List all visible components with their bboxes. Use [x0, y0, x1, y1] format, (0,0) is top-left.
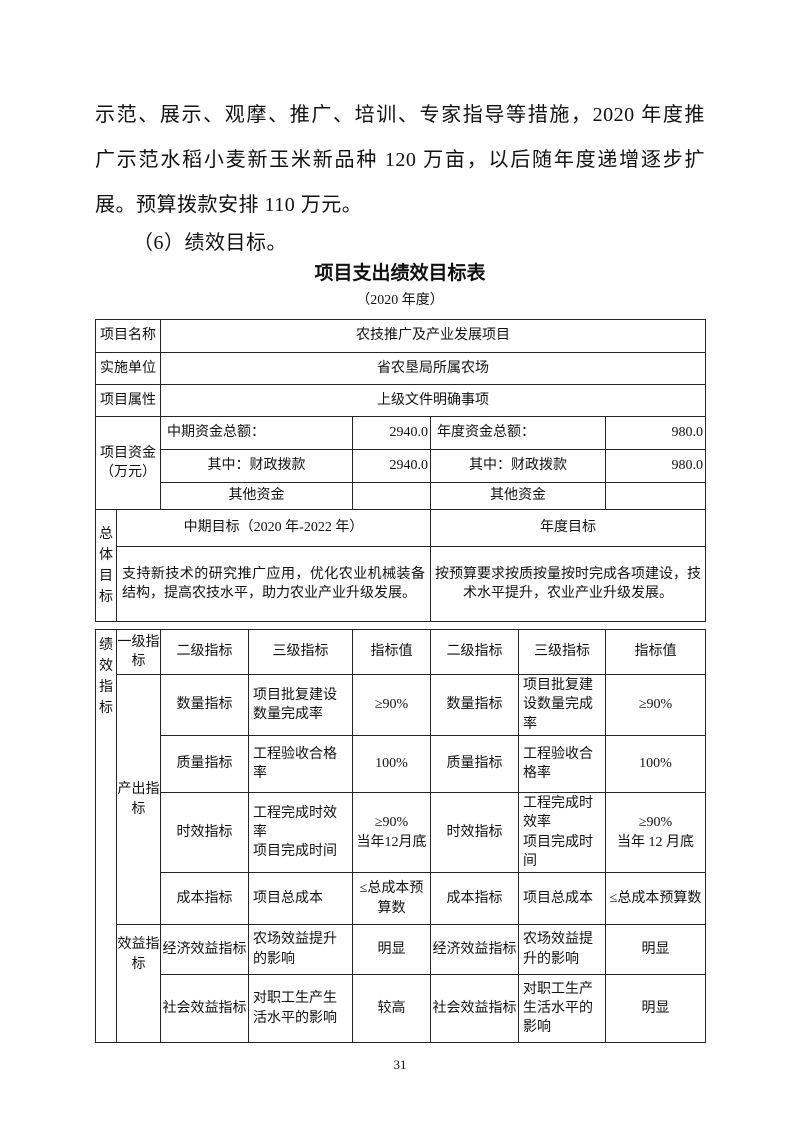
- level3-cell-annual: 工程验收合格率: [518, 734, 606, 793]
- level3-cell-annual: 工程完成时效率 项目完成时间: [518, 791, 606, 874]
- mid-goal-text-cell: 支持新技术的研究推广应用，优化农业机械装备结构，提高农技水平，助力农业产业升级发…: [116, 546, 431, 622]
- level3-cell-annual: 项目批复建设数量完成率: [518, 674, 606, 736]
- mid-goal-header-cell: 中期目标（2020 年-2022 年）: [116, 509, 431, 547]
- perf-section-label: 绩效指标: [99, 638, 113, 716]
- body-line: 展。预算拨款安排 110 万元。: [95, 194, 363, 216]
- value-cell-annual: ≥90%: [605, 674, 706, 736]
- annual-other-label-cell: 其他资金: [430, 482, 606, 510]
- level3-cell: 对职工生产生活水平的影响: [248, 974, 353, 1044]
- mid-other-label-cell: 其他资金: [160, 482, 353, 510]
- annual-other-value-cell: [604, 482, 707, 510]
- implement-unit-value-cell: 省农垦局所属农场: [159, 352, 707, 385]
- level2-cell: 数量指标: [160, 674, 249, 736]
- mid-total-value-cell: 2940.0: [352, 416, 431, 450]
- level3-cell: 农场效益提升的影响: [248, 924, 353, 976]
- level3-cell-annual: 项目总成本: [518, 872, 606, 926]
- mid-total-label-cell: 中期资金总额：: [160, 416, 353, 450]
- level2-cell-annual: 时效指标: [430, 791, 519, 874]
- performance-indicator-table: 绩效指标 一级指标 二级指标 三级指标 指标值 二级指标 三级指标 指标值 产出…: [95, 628, 706, 1044]
- value-header-cell-annual: 指标值: [605, 629, 706, 675]
- annual-fiscal-label-cell: 其中：财政拨款: [430, 449, 606, 483]
- mid-other-value-cell: [352, 482, 431, 510]
- overall-goal-label: 总体目标: [99, 526, 113, 605]
- level2-cell-annual: 质量指标: [430, 734, 519, 793]
- level2-cell: 成本指标: [160, 872, 249, 926]
- table-subtitle: （2020 年度）: [356, 293, 444, 308]
- level3-cell-annual: 农场效益提升的影响: [518, 924, 606, 976]
- body-line-item-6: （6）绩效目标。: [133, 232, 287, 254]
- body-line: 示范、展示、观摩、推广、培训、专家指导等措施，2020 年度推: [95, 104, 705, 126]
- overall-goal-label-cell: 总体目标: [95, 509, 117, 622]
- perf-section-label-cell: 绩效指标: [95, 628, 117, 1044]
- perf-row: 效益指标 经济效益指标 农场效益提升的影响 明显 经济效益指标 农场效益提升的影…: [96, 924, 706, 1044]
- perf-row: 社会效益指标 对职工生产生活水平的影响 较高 社会效益指标 对职工生产生活水平的…: [96, 974, 706, 1044]
- value-cell: 明显: [352, 924, 431, 976]
- value-header-cell: 指标值: [352, 629, 431, 675]
- value-cell-annual: ≤总成本预算数: [605, 872, 706, 926]
- perf-row: 产出指标 数量指标 项目批复建设数量完成率 ≥90% 数量指标 项目批复建设数量…: [96, 673, 706, 926]
- perf-row: 成本指标 项目总成本 ≤总成本预算数 成本指标 项目总成本 ≤总成本预算数: [96, 872, 706, 926]
- body-line: 广示范水稻小麦新玉米新品种 120 万亩，以后随年度递增逐步扩: [95, 149, 705, 171]
- level3-header-cell: 三级指标: [248, 629, 353, 675]
- table-row: 项目资金 （万元） 中期资金总额： 2940.0 年度资金总额： 980.0: [95, 416, 707, 510]
- level2-cell: 经济效益指标: [160, 924, 249, 976]
- mid-fiscal-label-cell: 其中：财政拨款: [160, 449, 353, 483]
- project-name-label-cell: 项目名称: [95, 319, 161, 353]
- table-row: 总体目标 中期目标（2020 年-2022 年） 年度目标: [95, 509, 707, 622]
- document-page: 示范、展示、观摩、推广、培训、专家指导等措施，2020 年度推 广示范水稻小麦新…: [95, 0, 707, 1073]
- project-name-value-cell: 农技推广及产业发展项目: [159, 319, 707, 353]
- table-title: 项目支出绩效目标表: [314, 263, 486, 284]
- project-info-table: 项目名称 农技推广及产业发展项目 实施单位 省农垦局所属农场 项目属性 上级文件…: [95, 319, 707, 622]
- level2-cell-annual: 经济效益指标: [430, 924, 519, 976]
- mid-fiscal-value-cell: 2940.0: [352, 449, 431, 483]
- value-cell-annual: 明显: [605, 974, 706, 1044]
- level3-cell: 项目总成本: [248, 872, 353, 926]
- value-cell: ≤总成本预算数: [352, 872, 431, 926]
- perf-row: 时效指标 工程完成时效率 项目完成时间 ≥90% 当年12月底 时效指标 工程完…: [96, 791, 706, 874]
- level2-cell-annual: 社会效益指标: [430, 974, 519, 1044]
- level3-cell: 工程完成时效率 项目完成时间: [248, 791, 353, 874]
- level1-header-cell: 一级指标: [116, 629, 161, 675]
- value-cell-annual: 明显: [605, 924, 706, 976]
- output-group-cell: 产出指标: [116, 673, 161, 926]
- page-number: 31: [393, 1057, 407, 1073]
- level3-cell: 工程验收合格率: [248, 734, 353, 793]
- table-row: 支持新技术的研究推广应用，优化农业机械装备结构，提高农技水平，助力农业产业升级发…: [96, 546, 707, 622]
- annual-fiscal-value-cell: 980.0: [604, 449, 707, 483]
- value-cell-annual: 100%: [605, 734, 706, 793]
- body-paragraph: 示范、展示、观摩、推广、培训、专家指导等措施，2020 年度推 广示范水稻小麦新…: [95, 0, 705, 262]
- value-cell: 100%: [352, 734, 431, 793]
- perf-row: 质量指标 工程验收合格率 100% 质量指标 工程验收合格率 100%: [96, 734, 706, 793]
- level2-cell: 质量指标: [160, 734, 249, 793]
- table-row: 项目属性 上级文件明确事项: [95, 384, 707, 417]
- perf-header-row: 绩效指标 一级指标 二级指标 三级指标 指标值 二级指标 三级指标 指标值: [95, 628, 706, 1044]
- level2-header-cell-annual: 二级指标: [430, 629, 519, 675]
- project-attribute-label-cell: 项目属性: [95, 384, 161, 417]
- table-row: 其中：财政拨款 2940.0 其中：财政拨款 980.0: [96, 449, 707, 483]
- level2-cell-annual: 成本指标: [430, 872, 519, 926]
- annual-goal-text-cell: 按预算要求按质按量按时完成各项建设，技术水平提升，农业产业升级发展。: [429, 546, 707, 622]
- implement-unit-label-cell: 实施单位: [95, 352, 161, 385]
- level3-cell: 项目批复建设数量完成率: [248, 674, 353, 736]
- level2-cell: 社会效益指标: [160, 974, 249, 1044]
- value-cell: 较高: [352, 974, 431, 1044]
- project-attribute-value-cell: 上级文件明确事项: [159, 384, 707, 417]
- level3-cell-annual: 对职工生产生活水平的影响: [518, 974, 606, 1044]
- annual-goal-header-cell: 年度目标: [429, 509, 707, 547]
- annual-total-label-cell: 年度资金总额：: [430, 416, 606, 450]
- annual-total-value-cell: 980.0: [604, 416, 707, 450]
- table-row: 项目名称 农技推广及产业发展项目: [95, 319, 707, 353]
- level2-cell-annual: 数量指标: [430, 674, 519, 736]
- value-cell-annual: ≥90% 当年 12 月底: [605, 791, 706, 874]
- value-cell: ≥90%: [352, 674, 431, 736]
- benefit-group-cell: 效益指标: [116, 924, 161, 1044]
- level2-header-cell: 二级指标: [160, 629, 249, 675]
- level2-cell: 时效指标: [160, 791, 249, 874]
- table-row: 其他资金 其他资金: [96, 482, 707, 510]
- table-row: 实施单位 省农垦局所属农场: [95, 352, 707, 385]
- value-cell: ≥90% 当年12月底: [352, 791, 431, 874]
- funding-label-cell: 项目资金 （万元）: [95, 416, 161, 510]
- level3-header-cell-annual: 三级指标: [518, 629, 606, 675]
